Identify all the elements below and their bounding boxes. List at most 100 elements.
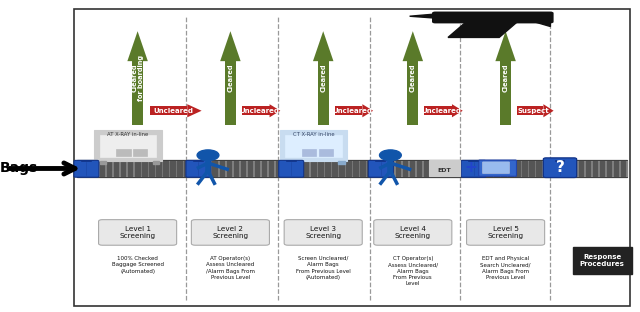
Bar	[135, 161, 140, 176]
Text: Uncleared: Uncleared	[332, 108, 372, 114]
Bar	[149, 161, 154, 176]
Bar	[586, 161, 590, 176]
Text: Uncleared: Uncleared	[154, 108, 193, 114]
Bar	[242, 106, 269, 115]
Bar	[297, 161, 301, 176]
Bar	[517, 106, 543, 115]
Text: Cleared: Cleared	[410, 64, 416, 92]
Bar	[285, 161, 292, 163]
Bar	[473, 161, 477, 176]
Bar	[285, 135, 342, 157]
Bar	[438, 161, 442, 176]
FancyBboxPatch shape	[279, 160, 304, 177]
Circle shape	[197, 150, 219, 161]
Bar	[572, 161, 576, 176]
Bar	[557, 161, 562, 176]
Bar	[353, 161, 358, 176]
Text: Level 4
Screening: Level 4 Screening	[395, 226, 431, 239]
Bar	[529, 161, 534, 176]
Bar	[607, 161, 611, 176]
Bar	[522, 161, 527, 176]
Circle shape	[380, 150, 401, 161]
Bar	[116, 149, 131, 156]
Bar	[177, 161, 182, 176]
Bar	[410, 161, 414, 176]
Text: Level 2
Screening: Level 2 Screening	[212, 226, 248, 239]
Text: Bags: Bags	[0, 162, 38, 175]
Bar	[170, 161, 175, 176]
Polygon shape	[531, 19, 550, 27]
Polygon shape	[452, 104, 463, 117]
Bar	[150, 106, 188, 115]
Polygon shape	[127, 31, 148, 61]
Polygon shape	[448, 21, 518, 37]
Bar	[77, 160, 627, 177]
Bar	[600, 161, 604, 176]
Text: EDT: EDT	[437, 168, 451, 173]
Polygon shape	[188, 104, 202, 117]
Text: +: +	[464, 160, 477, 175]
Bar	[133, 149, 147, 156]
FancyBboxPatch shape	[186, 160, 211, 177]
Bar	[241, 161, 245, 176]
FancyBboxPatch shape	[374, 220, 452, 245]
Bar	[335, 106, 362, 115]
Bar	[501, 161, 506, 176]
Text: Level 5
Screening: Level 5 Screening	[488, 226, 524, 239]
Text: Cleared
for boarding: Cleared for boarding	[131, 55, 144, 101]
FancyBboxPatch shape	[479, 160, 516, 176]
Text: Cleared: Cleared	[502, 64, 509, 92]
Bar	[128, 161, 132, 176]
Bar	[573, 247, 632, 274]
Bar	[142, 161, 147, 176]
Bar	[445, 161, 449, 176]
Bar	[543, 161, 548, 176]
Bar	[487, 161, 492, 176]
Bar	[93, 161, 97, 176]
Bar	[494, 161, 499, 176]
Text: CT X-RAY in-line: CT X-RAY in-line	[292, 132, 335, 138]
Bar	[408, 61, 418, 125]
Polygon shape	[220, 31, 241, 61]
Bar	[318, 61, 328, 125]
Text: AT X-RAY in-line: AT X-RAY in-line	[108, 132, 148, 138]
Bar	[107, 161, 111, 176]
FancyBboxPatch shape	[461, 160, 486, 177]
Bar	[396, 161, 400, 176]
Bar	[234, 161, 238, 176]
Bar	[304, 161, 308, 176]
Text: Screen Uncleared/
Alarm Bags
From Previous Level
(Automated): Screen Uncleared/ Alarm Bags From Previo…	[296, 256, 351, 280]
Polygon shape	[313, 31, 333, 61]
Bar	[417, 161, 421, 176]
Bar	[100, 161, 106, 163]
Bar	[367, 161, 372, 176]
FancyBboxPatch shape	[74, 160, 99, 177]
Bar	[480, 161, 484, 176]
Bar	[184, 161, 189, 176]
Bar	[114, 161, 118, 176]
Bar	[74, 9, 630, 306]
Bar	[424, 106, 452, 115]
Bar	[332, 161, 337, 176]
FancyBboxPatch shape	[548, 160, 573, 177]
Text: Cleared: Cleared	[320, 64, 326, 92]
Text: Suspect: Suspect	[518, 108, 549, 114]
Bar	[276, 161, 280, 176]
Bar	[325, 161, 330, 176]
Bar	[280, 130, 347, 162]
FancyBboxPatch shape	[284, 220, 362, 245]
Text: Response
Procedures: Response Procedures	[580, 254, 625, 267]
FancyBboxPatch shape	[543, 158, 577, 178]
Bar	[579, 161, 583, 176]
Text: Level 3
Screening: Level 3 Screening	[305, 226, 341, 239]
Bar	[381, 161, 386, 176]
Bar	[346, 161, 351, 176]
Bar	[564, 161, 569, 176]
Bar	[132, 61, 143, 125]
Bar	[403, 161, 407, 176]
Bar	[283, 161, 287, 176]
FancyBboxPatch shape	[467, 220, 545, 245]
Bar	[302, 149, 316, 156]
Bar	[86, 161, 90, 176]
Text: EDT and Physical
Search Uncleared/
Alarm Bags From
Previous Level: EDT and Physical Search Uncleared/ Alarm…	[481, 256, 531, 280]
